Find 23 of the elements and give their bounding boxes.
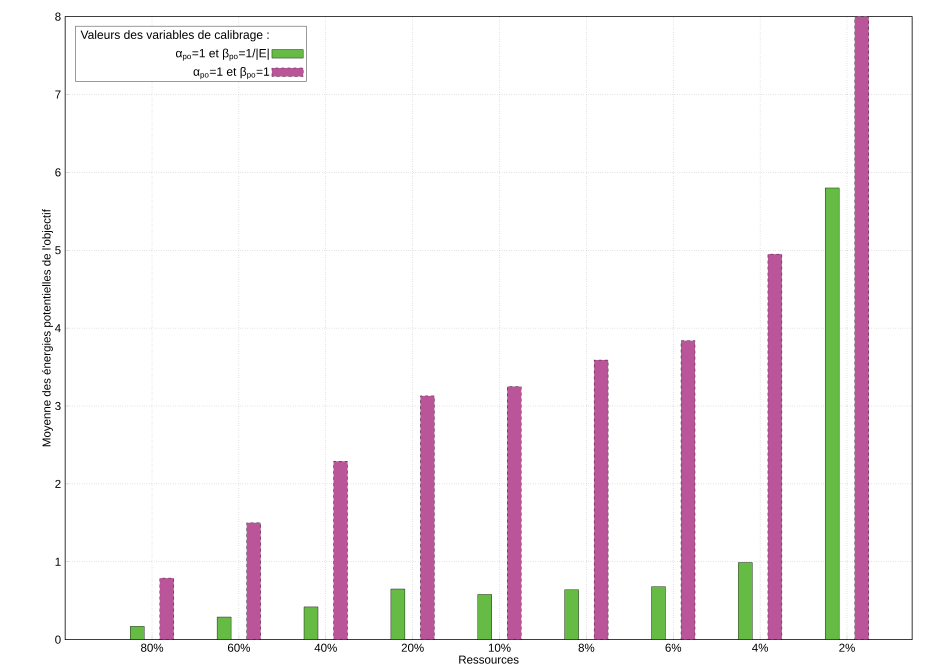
y-tick-label: 1 xyxy=(56,558,61,566)
legend-label: α$_{po}$=1 et β$_{po}$=1/|E| xyxy=(176,48,269,61)
y-tick-label: 3 xyxy=(55,402,61,410)
y-tick-label: 0 xyxy=(55,636,61,644)
x-tick-label: 80% xyxy=(141,644,164,652)
legend-label: α$_{po}$=1 et β$_{po}$=1 xyxy=(194,67,270,80)
x-tick-label: 6% xyxy=(666,644,682,652)
y-axis-title: Moyenne des énergies potentielles de l'objectif xyxy=(42,209,53,446)
y-tick-label: 6 xyxy=(55,168,61,176)
y-tick-label: 2 xyxy=(55,480,61,488)
x-tick-label: 4% xyxy=(752,644,768,652)
x-tick-label: 10% xyxy=(488,644,511,652)
x-tick-label: 20% xyxy=(402,644,424,652)
y-tick-label: 5 xyxy=(55,246,61,254)
x-tick-label: 2% xyxy=(839,644,855,652)
y-tick-label: 8 xyxy=(55,12,61,21)
x-tick-label: 40% xyxy=(314,644,337,652)
x-tick-label: 8% xyxy=(578,644,594,652)
y-tick-label: 4 xyxy=(55,324,61,332)
x-axis-title: Ressources xyxy=(459,656,519,664)
y-tick-label: 7 xyxy=(55,90,61,98)
x-tick-label: 60% xyxy=(228,644,250,652)
legend-title: Valeurs des variables de calibrage : xyxy=(80,30,269,42)
